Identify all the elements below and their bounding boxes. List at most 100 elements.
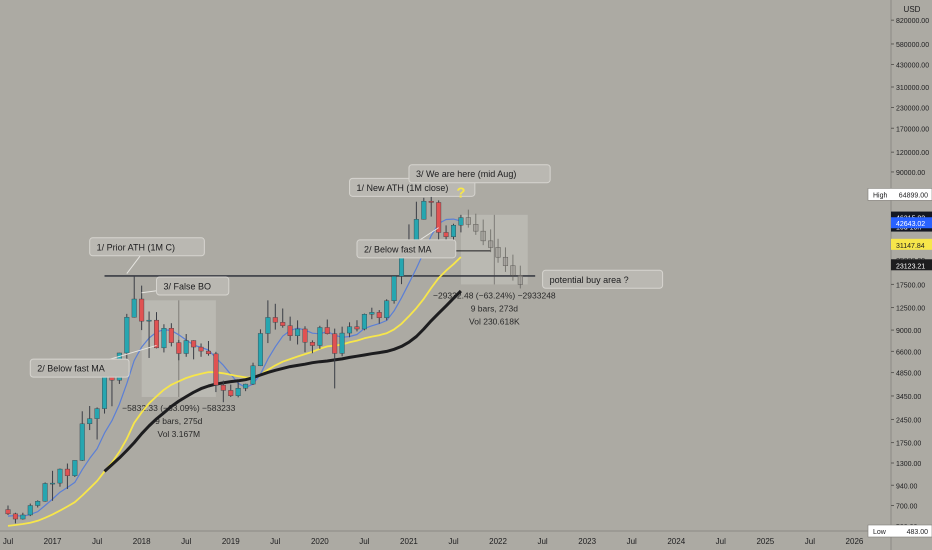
price-axis-tick: 700.00 [896, 504, 918, 511]
candle-body [421, 200, 427, 220]
candle-body [391, 276, 397, 301]
measure-range-label: 9 bars, 273d [471, 303, 519, 313]
price-axis-tick: 3450.00 [896, 394, 921, 401]
candle-body [139, 298, 145, 322]
candle-body [102, 374, 108, 409]
price-label-box [891, 238, 932, 250]
measure-range-label: −29332.48 (−63.24%) −2933248 [433, 290, 556, 300]
candle-body [317, 327, 323, 346]
time-axis-tick: Jul [716, 537, 726, 546]
annotation-label: 3/ False BO [164, 281, 212, 291]
time-axis-tick: Jul [181, 537, 191, 546]
price-axis-tick: 820000.00 [896, 18, 929, 25]
price-axis-tick: 170000.00 [896, 126, 929, 133]
price-axis-tick: 940.00 [896, 483, 918, 490]
candle-body [168, 328, 174, 343]
candle-body [280, 322, 286, 326]
time-axis-tick: 2022 [489, 537, 507, 546]
candle-body [354, 326, 360, 330]
candle-body [376, 312, 382, 318]
candle-body [287, 325, 293, 336]
candle-body [339, 332, 345, 354]
annotation-box [156, 276, 230, 296]
candle-body [361, 314, 367, 330]
candle-body [332, 333, 338, 354]
price-label-name: Low [873, 529, 887, 536]
projection-body [495, 247, 501, 258]
candle-body [384, 300, 390, 318]
candle-body [309, 342, 315, 346]
annotation-label: 2/ Below fast MA [37, 364, 105, 374]
time-axis-tick: 2025 [756, 537, 774, 546]
price-label-box [867, 524, 932, 538]
time-axis-tick: 2023 [578, 537, 596, 546]
price-axis-tick: 90000.00 [896, 170, 925, 177]
time-axis[interactable]: Jul 2017 Jul 2018 Jul 2019 Jul 2020 Jul 2021 Jul 20… [3, 537, 864, 546]
price-axis-tick: 17500.00 [896, 282, 925, 289]
time-axis-tick: 2021 [400, 537, 418, 546]
candle-body [198, 346, 204, 352]
time-axis-tick: Jul [537, 537, 547, 546]
price-axis-tick: 9000.00 [896, 328, 921, 335]
annotation-box [29, 358, 130, 378]
candle-body [64, 468, 70, 476]
candle-body [183, 340, 189, 354]
price-label-value: 31147.84 [896, 243, 925, 250]
candle-body [220, 384, 226, 391]
measure-range-label: 9 bars, 275d [155, 416, 203, 426]
candle-body [302, 328, 308, 343]
candle-body [324, 327, 330, 334]
candle-body [57, 468, 63, 484]
candle-body [450, 224, 457, 237]
price-label-box [891, 217, 932, 229]
projection-candles [465, 209, 523, 289]
projection-body [488, 240, 494, 248]
moving-average-line [7, 256, 462, 527]
projection-body [517, 274, 523, 285]
price-axis-tick: 310000.00 [896, 85, 929, 92]
candle-body [50, 482, 56, 485]
time-axis-tick: Jul [805, 537, 815, 546]
candle-body [176, 342, 182, 354]
price-axis-tick: 4850.00 [896, 371, 921, 378]
candle-body [413, 219, 419, 241]
candle-body [272, 317, 278, 323]
annotation-label: 1/ New ATH (1M close) [357, 183, 449, 193]
candle-body [131, 298, 137, 318]
price-axis-tick: 12500.00 [896, 306, 925, 313]
candle-body [205, 350, 211, 355]
time-axis-tick: Jul [3, 537, 13, 546]
projection-body [502, 256, 509, 266]
annotation-box [542, 269, 664, 289]
annotation-box [408, 164, 551, 184]
candle-body [428, 200, 434, 203]
time-axis-tick: 2018 [133, 537, 151, 546]
projection-body [510, 265, 516, 276]
time-axis-tick: 2026 [846, 537, 864, 546]
time-axis-tick: 2020 [311, 537, 329, 546]
candle-body [436, 202, 442, 233]
current-position-marker: ? [456, 185, 465, 202]
price-axis-tick: 6600.00 [896, 349, 921, 356]
candle-body [257, 333, 263, 367]
time-axis-tick: 2017 [44, 537, 62, 546]
price-axis-tick: 1300.00 [896, 461, 921, 468]
currency-label: USD [904, 5, 921, 14]
time-axis-tick: Jul [448, 537, 458, 546]
projection-body [465, 217, 471, 225]
candle-body [87, 418, 93, 425]
moving-average-line [7, 218, 462, 517]
price-label-name: High [873, 192, 888, 199]
price-label-value: 23123.21 [896, 263, 925, 270]
candle-body [295, 328, 301, 336]
candle-body [235, 388, 241, 396]
candle-body [20, 514, 26, 520]
candle-body [124, 317, 130, 354]
price-axis-background [891, 0, 932, 550]
measure-range-label: Vol 3.167M [158, 429, 201, 439]
time-axis-tick: 2019 [222, 537, 240, 546]
candle-body [347, 326, 353, 334]
projection-body [480, 230, 486, 242]
